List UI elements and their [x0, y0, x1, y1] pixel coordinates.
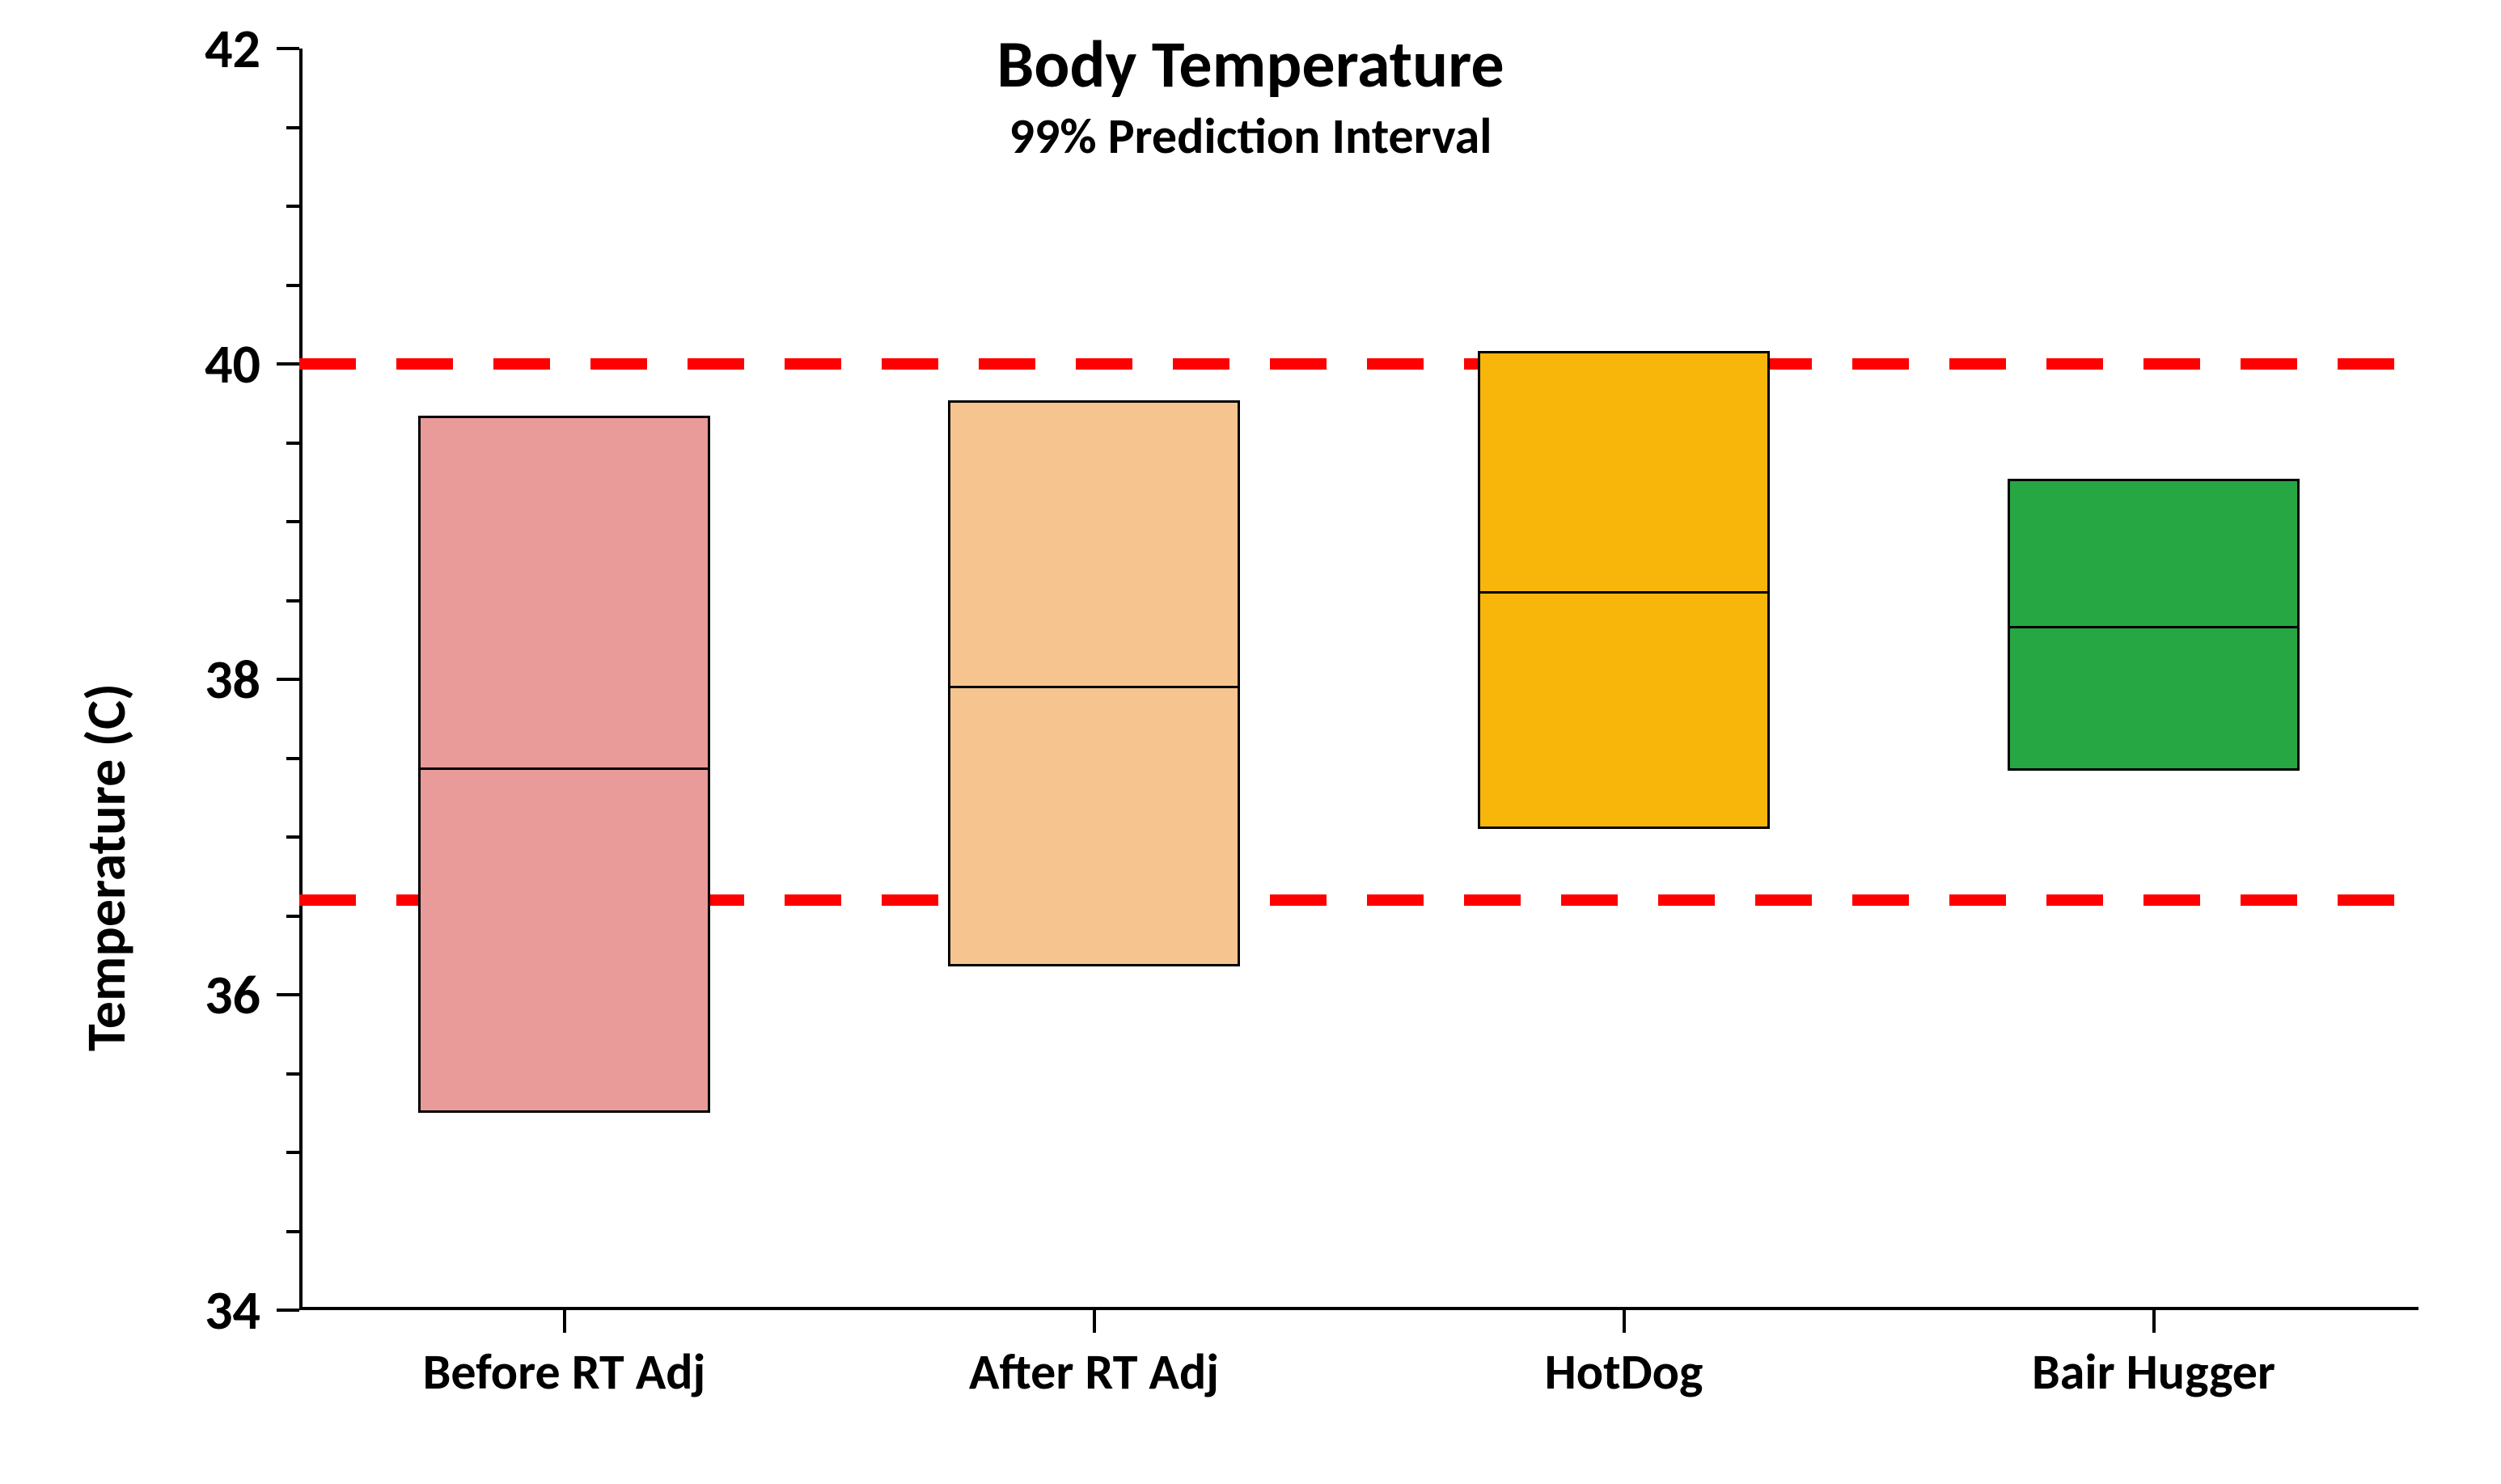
interval-box: [418, 416, 709, 1113]
y-tick: [277, 47, 299, 50]
x-tick: [563, 1310, 566, 1333]
y-minor-tick: [286, 915, 299, 918]
median-line: [2010, 626, 2296, 628]
y-minor-tick: [286, 442, 299, 445]
y-minor-tick: [286, 126, 299, 129]
x-category-label: Bair Hugger: [2032, 1341, 2275, 1402]
y-minor-tick: [286, 835, 299, 839]
reference-line: [299, 358, 2418, 371]
y-tick-label: 34: [205, 1277, 260, 1344]
y-minor-tick: [286, 284, 299, 287]
y-axis-line: [299, 49, 303, 1310]
interval-box: [2008, 479, 2299, 771]
y-axis-label: Temperature (C): [73, 683, 140, 1051]
x-tick: [1623, 1310, 1626, 1333]
y-tick: [277, 1309, 299, 1312]
x-tick: [2152, 1310, 2156, 1333]
y-tick: [277, 678, 299, 681]
plot-area: 3436384042Before RT AdjAfter RT AdjHotDo…: [299, 49, 2418, 1310]
y-minor-tick: [286, 1151, 299, 1154]
median-line: [1480, 591, 1767, 594]
chart-container: Body Temperature 99% Prediction Interval…: [0, 0, 2501, 1484]
y-minor-tick: [286, 757, 299, 760]
median-line: [421, 767, 707, 770]
y-tick: [277, 993, 299, 996]
x-tick: [1093, 1310, 1096, 1333]
y-tick: [277, 362, 299, 366]
x-category-label: Before RT Adj: [423, 1341, 706, 1402]
interval-box: [1478, 351, 1769, 829]
x-category-label: After RT Adj: [969, 1341, 1219, 1402]
y-minor-tick: [286, 1072, 299, 1076]
y-minor-tick: [286, 520, 299, 523]
y-tick-label: 38: [205, 646, 260, 713]
y-tick-label: 42: [205, 15, 260, 82]
y-minor-tick: [286, 1230, 299, 1233]
y-minor-tick: [286, 599, 299, 602]
y-tick-label: 36: [205, 962, 260, 1029]
x-category-label: HotDog: [1545, 1341, 1703, 1402]
median-line: [950, 686, 1237, 688]
x-axis-line: [299, 1307, 2418, 1310]
y-tick-label: 40: [205, 331, 260, 398]
interval-box: [948, 400, 1239, 966]
y-minor-tick: [286, 205, 299, 208]
